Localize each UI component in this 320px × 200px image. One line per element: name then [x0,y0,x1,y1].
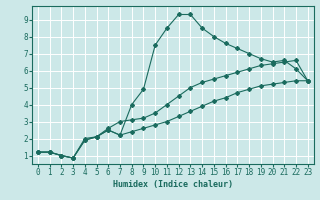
X-axis label: Humidex (Indice chaleur): Humidex (Indice chaleur) [113,180,233,189]
